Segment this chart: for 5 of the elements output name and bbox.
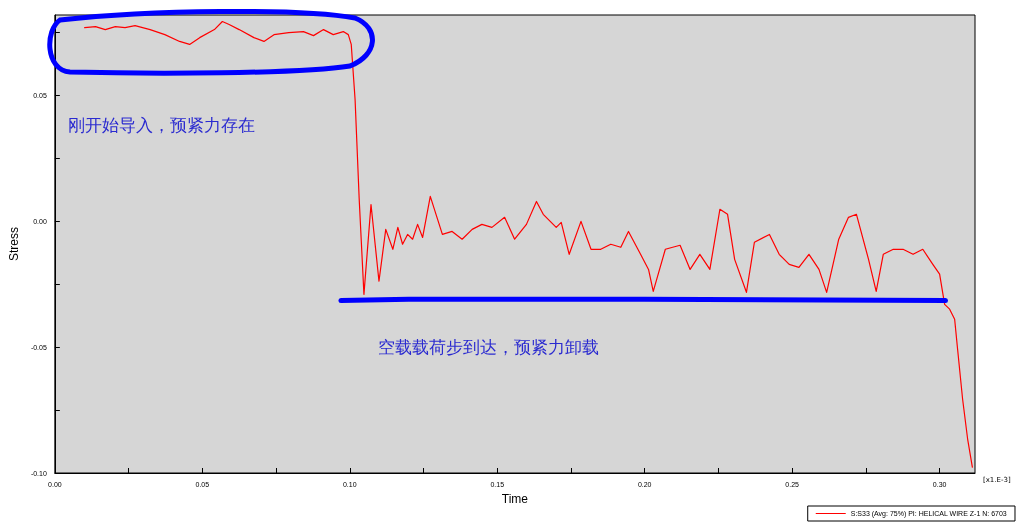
line-series [84, 20, 973, 468]
annotation: 刚开始导入，预紧力存在 [68, 114, 255, 135]
x-axis-title: Time [501, 491, 529, 506]
y-axis-title: Stress [7, 226, 21, 262]
annotation: 空载载荷步到达，预紧力卸载 [378, 336, 599, 357]
